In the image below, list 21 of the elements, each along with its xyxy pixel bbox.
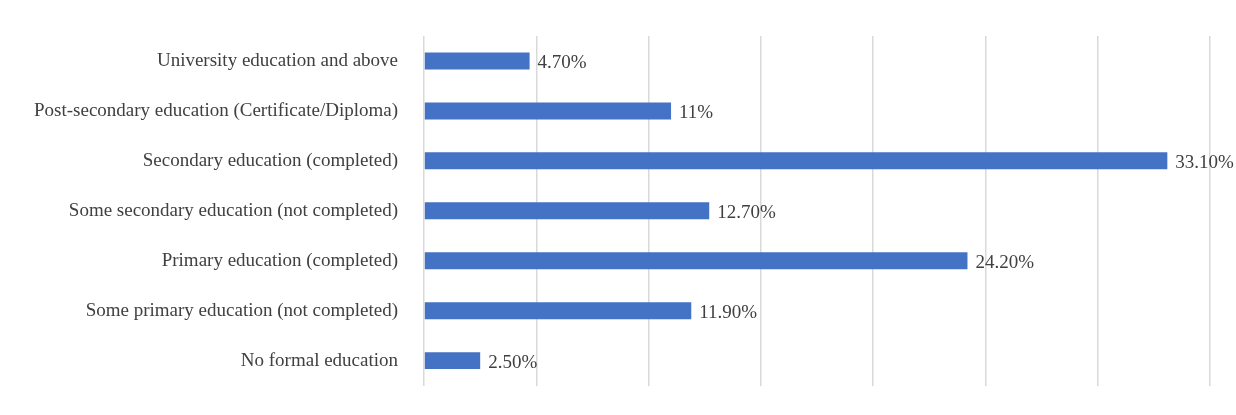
y-tick-label: No formal education bbox=[240, 348, 399, 370]
bar bbox=[424, 52, 530, 70]
data-label: 24.20% bbox=[975, 250, 1035, 272]
bar bbox=[424, 252, 968, 270]
data-label: 4.70% bbox=[537, 50, 587, 72]
data-label: 2.50% bbox=[488, 350, 538, 372]
data-label: 11.90% bbox=[699, 300, 758, 322]
bar bbox=[424, 202, 710, 220]
y-tick-label: Some primary education (not completed) bbox=[85, 298, 399, 321]
y-tick-label: Some secondary education (not completed) bbox=[68, 198, 399, 221]
y-tick-label: Post-secondary education (Certificate/Diploma) bbox=[34, 98, 399, 121]
data-label: 11% bbox=[679, 100, 714, 122]
bar bbox=[424, 352, 481, 370]
data-label: 33.10% bbox=[1175, 150, 1235, 172]
y-tick-label: University education and above bbox=[156, 48, 399, 70]
y-tick-label: Primary education (completed) bbox=[161, 248, 399, 271]
data-label: 12.70% bbox=[717, 200, 776, 222]
bar bbox=[424, 302, 692, 320]
bar bbox=[424, 102, 672, 120]
bar bbox=[424, 152, 1168, 170]
y-tick-label: Secondary education (completed) bbox=[142, 148, 399, 171]
